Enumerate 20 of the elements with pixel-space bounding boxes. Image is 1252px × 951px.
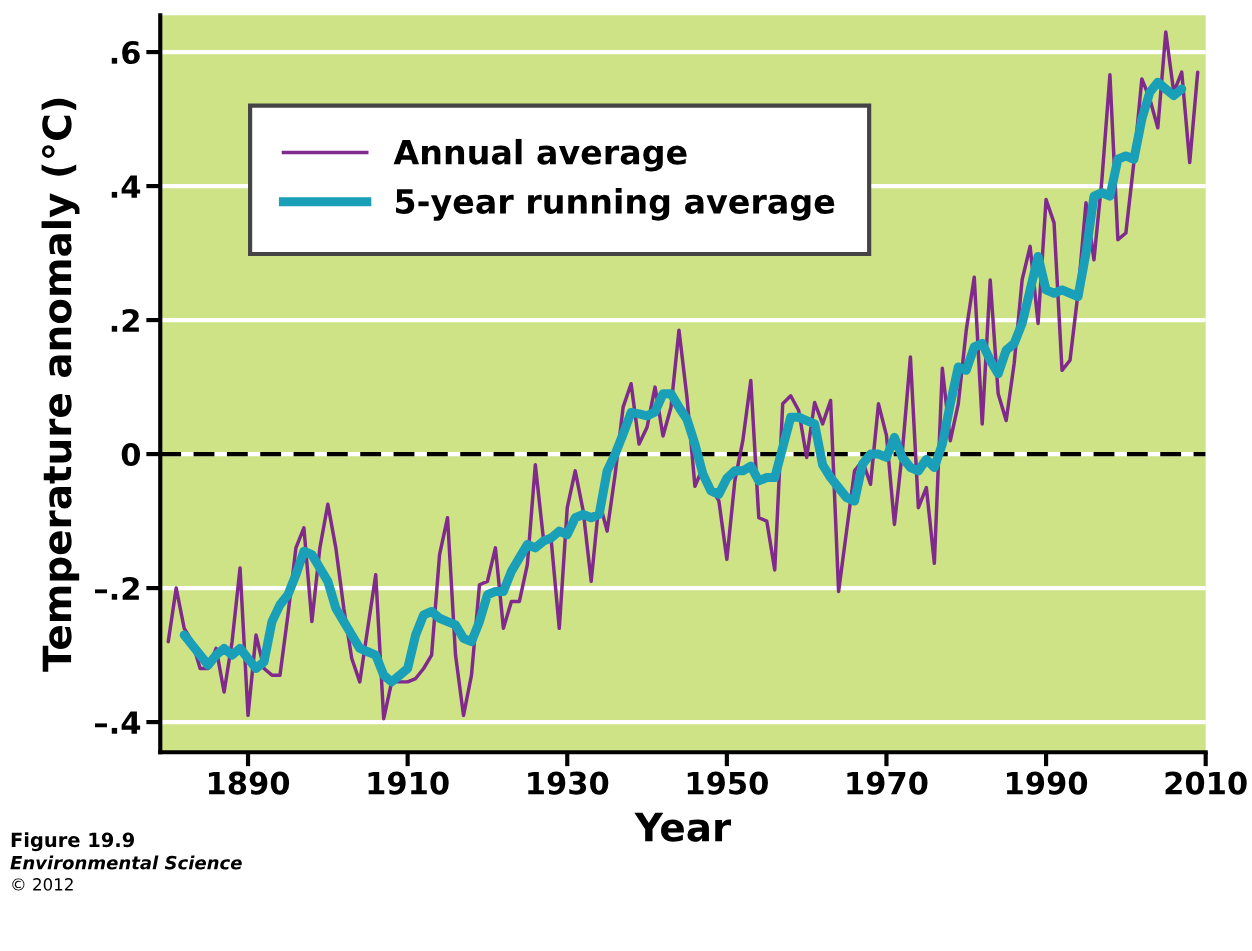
x-tick-label: 1970 <box>847 771 928 795</box>
caption: Figure 19.9 <box>11 832 134 852</box>
y-tick-label: .2 <box>111 309 139 332</box>
text: © 2012 <box>12 878 73 891</box>
legend-label: 5-year running average <box>396 188 835 221</box>
x-tick-label: 1990 <box>1007 771 1088 795</box>
text: Environmental Science <box>10 855 242 870</box>
x-tick-label: 1890 <box>208 771 290 795</box>
y-tick-label: .6 <box>111 41 140 65</box>
x-tick-label: 1910 <box>368 771 449 795</box>
y-tick-label: –.2 <box>95 577 139 600</box>
y-axis-title: Temperature anomaly (°C) <box>41 98 80 672</box>
x-axis-title: Year <box>634 812 732 842</box>
x-tick-label: 1950 <box>687 771 768 795</box>
y-tick-label: 0 <box>121 443 141 467</box>
x-tick-label: 2010 <box>1165 771 1247 795</box>
legend-label: Annual average <box>393 138 687 172</box>
y-tick-label: .4 <box>111 175 141 198</box>
x-tick-label: 1930 <box>528 771 609 795</box>
y-tick-label: –.4 <box>95 711 141 734</box>
